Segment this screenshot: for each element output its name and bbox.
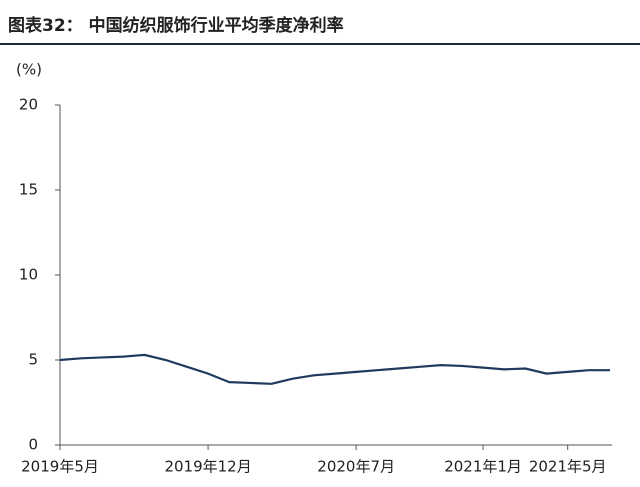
x-tick-label: 2019年5月 [21,458,99,476]
x-tick-label: 2021年1月 [444,458,522,476]
y-tick-label: 10 [19,266,38,284]
x-tick-label: 2021年5月 [529,458,607,476]
x-tick-label: 2019年12月 [164,458,251,476]
y-axis-label: (%) [16,61,42,79]
y-tick-label: 20 [19,96,38,114]
y-tick-label: 0 [28,436,38,454]
series-line [59,353,610,385]
y-tick-label: 15 [19,181,38,199]
y-tick-label: 5 [28,351,38,369]
chart-title: 图表32： 中国纺织服饰行业平均季度净利率 [8,15,344,36]
x-tick-label: 2020年7月 [317,458,395,476]
